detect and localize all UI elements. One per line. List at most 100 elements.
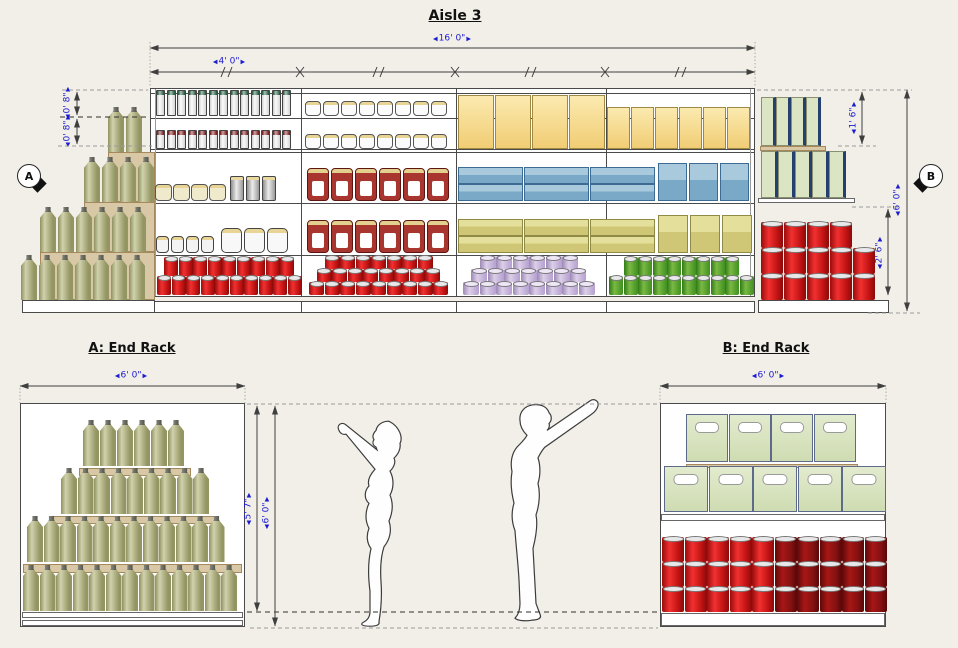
- product-item: [479, 280, 496, 295]
- product-item: [177, 130, 186, 149]
- bottles-front-tier2[interactable]: [61, 468, 209, 514]
- marker-b[interactable]: B: [913, 164, 943, 193]
- dim-rack-b-width[interactable]: ◀ 6' 0" ▶: [752, 371, 784, 381]
- product-item: [208, 516, 225, 562]
- cans-green-stack[interactable]: [609, 255, 754, 295]
- canisters-gray[interactable]: [230, 176, 276, 201]
- product-item: [722, 215, 752, 253]
- cans-red-stack-2[interactable]: [309, 254, 448, 295]
- rack-b-front[interactable]: [660, 403, 887, 627]
- product-item: [168, 420, 184, 466]
- jars-squat-tan[interactable]: [305, 101, 447, 116]
- jars-small-red[interactable]: [156, 130, 291, 149]
- jars-red-large-2[interactable]: [307, 220, 449, 253]
- product-item: [340, 280, 355, 295]
- bottles-front-tier4[interactable]: [23, 565, 237, 611]
- rack-b-title[interactable]: B: End Rack: [722, 341, 810, 356]
- bottles-front-tier1[interactable]: [83, 420, 184, 466]
- product-item: [830, 246, 852, 274]
- product-item: [166, 90, 176, 116]
- rack-a-title[interactable]: A: End Rack: [88, 341, 176, 356]
- main-shelf-unit[interactable]: [150, 88, 755, 297]
- product-item: [267, 228, 288, 253]
- product-item: [529, 280, 545, 295]
- jars-tall-green[interactable]: [156, 90, 291, 116]
- boxes-handle-bottom[interactable]: [664, 466, 886, 512]
- dim-shelf-gap-2[interactable]: ◀ 0' 8" ▶: [63, 115, 73, 147]
- rack-a-front[interactable]: [20, 403, 245, 627]
- product-item: [819, 560, 842, 587]
- jars-squat-tan-2[interactable]: [305, 134, 447, 149]
- product-item: [433, 280, 448, 295]
- product-item: [807, 246, 829, 274]
- dim-bay-width[interactable]: ◀ 4' 0" ▶: [213, 57, 245, 67]
- boxes-khaki-tall[interactable]: [658, 215, 752, 253]
- product-item: [305, 134, 321, 149]
- boxes-yellow-small[interactable]: [607, 107, 750, 149]
- boxes-handle-top[interactable]: [686, 414, 856, 462]
- bottles-olive-tier4[interactable]: [21, 255, 145, 300]
- product-item: [177, 90, 186, 116]
- product-item: [347, 267, 363, 282]
- product-item: [282, 90, 291, 116]
- jars-white-small[interactable]: [156, 236, 214, 253]
- jars-cream[interactable]: [155, 184, 226, 201]
- boxes-blue-tall[interactable]: [658, 163, 749, 201]
- product-item: [512, 280, 529, 295]
- product-item: [864, 585, 887, 612]
- product-item: [853, 246, 875, 274]
- product-item: [83, 420, 99, 466]
- boxes-green-striped-top[interactable]: [761, 97, 821, 146]
- product-item: [864, 535, 887, 562]
- product-item: [795, 151, 812, 198]
- bottles-olive-tier2[interactable]: [84, 157, 154, 202]
- dim-unit-height[interactable]: ◀ 6' 0" ▶: [893, 184, 903, 216]
- product-item: [77, 468, 94, 514]
- product-item: [221, 228, 242, 253]
- product-item: [271, 90, 281, 116]
- boxes-blue-flat[interactable]: [458, 167, 655, 201]
- dim-arrow-left-icon: ◀: [850, 129, 857, 135]
- product-item: [720, 163, 749, 201]
- product-item: [425, 267, 441, 282]
- cans-red-stack-1[interactable]: [157, 255, 302, 295]
- product-item: [729, 560, 752, 587]
- base-notch: [606, 302, 607, 312]
- boxes-green-striped-bottom[interactable]: [761, 151, 846, 198]
- bottles-olive-tier1[interactable]: [108, 107, 142, 152]
- product-item: [40, 207, 56, 252]
- dim-reach-height[interactable]: ◀ 5' 7" ▶: [244, 493, 254, 525]
- figure-male[interactable]: [487, 393, 607, 629]
- bottles-olive-tier3[interactable]: [40, 207, 146, 252]
- boxes-khaki-flat[interactable]: [458, 219, 655, 253]
- dim-endcap-stack[interactable]: ◀ 2' 6" ▶: [875, 237, 885, 269]
- dim-total-width[interactable]: ◀ 16' 0" ▶: [433, 34, 471, 44]
- product-item: [458, 95, 494, 149]
- cans-purple-stack[interactable]: [463, 254, 595, 295]
- dim-rack-a-width[interactable]: ◀ 6' 0" ▶: [114, 371, 147, 381]
- product-item: [529, 254, 545, 269]
- bottles-front-tier3[interactable]: [27, 516, 225, 562]
- page-title[interactable]: Aisle 3: [428, 8, 482, 24]
- product-item: [658, 215, 688, 253]
- dim-arrow-left-icon: ◀: [114, 372, 120, 379]
- product-item: [331, 168, 353, 201]
- jars-red-large[interactable]: [307, 168, 449, 201]
- product-item: [324, 280, 340, 295]
- figure-female[interactable]: [332, 412, 428, 628]
- cans-red-endcap-side[interactable]: [761, 220, 875, 300]
- product-item: [395, 134, 411, 149]
- cans-red-dark-rows[interactable]: [662, 535, 887, 612]
- rack-a-side[interactable]: [20, 88, 155, 313]
- jars-white-large[interactable]: [221, 228, 288, 253]
- dim-figure-height[interactable]: ◀ 6' 0" ▶: [262, 497, 272, 529]
- rack-b-side[interactable]: [758, 88, 890, 313]
- dim-endcap-top[interactable]: ◀ 1' 6" ▶: [849, 102, 859, 135]
- boxes-yellow-large[interactable]: [458, 95, 605, 149]
- marker-a[interactable]: A: [17, 164, 47, 193]
- product-item: [246, 176, 260, 201]
- product-item: [778, 151, 795, 198]
- product-item: [524, 236, 589, 253]
- product-item: [198, 130, 207, 149]
- marker-a-label: A: [17, 164, 41, 188]
